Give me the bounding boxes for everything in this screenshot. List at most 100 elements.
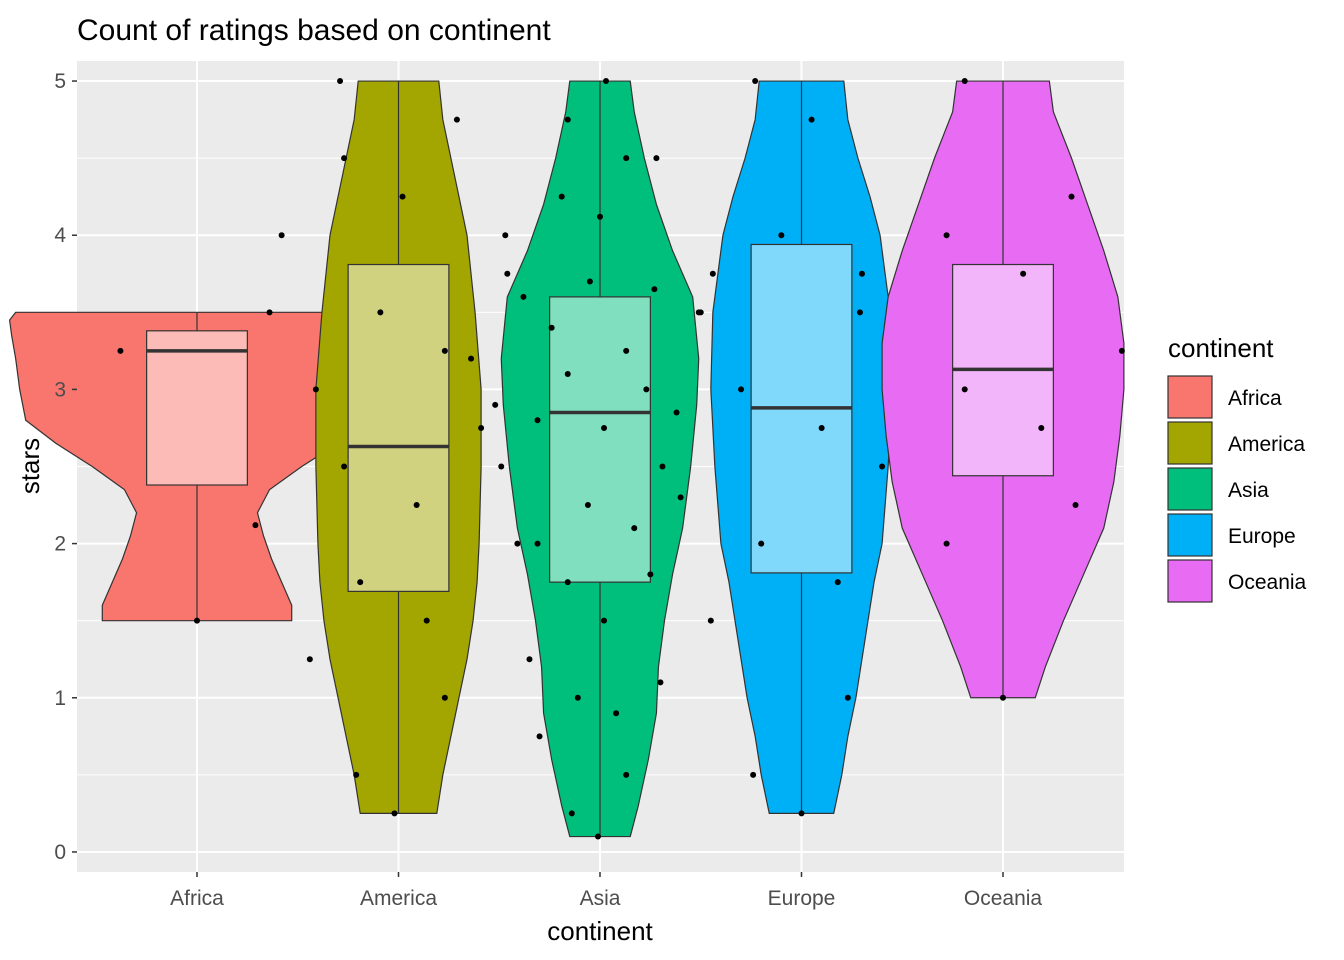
data-point: [677, 494, 684, 501]
data-point: [808, 116, 815, 123]
axes: 0 1 2 3 4 5 Africa America Asia Europe Oceania: [54, 70, 1042, 910]
y-tick-label: 2: [54, 533, 66, 556]
data-point: [834, 579, 841, 586]
legend-key: [1167, 421, 1213, 465]
data-point: [413, 502, 420, 509]
x-tick-label: Oceania: [964, 887, 1043, 910]
data-point: [441, 694, 448, 701]
data-point: [1020, 270, 1027, 277]
legend-key-border: [1167, 375, 1213, 419]
legend-key-border: [1167, 513, 1213, 557]
data-point: [337, 78, 344, 85]
series-asia: [468, 78, 732, 840]
y-axis-title: stars: [15, 438, 45, 494]
data-point: [423, 617, 430, 624]
legend-label: Asia: [1228, 479, 1269, 502]
data-point: [943, 540, 950, 547]
data-point: [377, 309, 384, 316]
data-point: [651, 286, 658, 293]
chart-title: Count of ratings based on continent: [77, 14, 551, 47]
legend-label: Oceania: [1228, 571, 1307, 594]
legend-title: continent: [1168, 333, 1274, 363]
data-point: [738, 386, 745, 393]
data-point: [778, 232, 785, 239]
data-point: [653, 155, 660, 162]
legend-key-border: [1167, 559, 1213, 603]
data-point: [568, 810, 575, 817]
data-point: [341, 155, 348, 162]
data-point: [534, 540, 541, 547]
data-point: [548, 324, 555, 331]
data-point: [536, 733, 543, 740]
x-tick-label: Africa: [170, 887, 224, 910]
data-point: [574, 694, 581, 701]
data-point: [647, 571, 654, 578]
y-tick-label: 5: [54, 70, 66, 93]
plot-marks: [8, 78, 1125, 840]
data-point: [534, 417, 541, 424]
box: [347, 263, 450, 592]
data-point: [603, 78, 610, 85]
legend-key: [1167, 467, 1213, 511]
data-point: [673, 409, 680, 416]
data-point: [564, 116, 571, 123]
legend: continent Africa America Asia Europe Oceania: [1167, 333, 1307, 603]
data-point: [758, 540, 765, 547]
legend-key: [1167, 559, 1213, 603]
data-point: [564, 370, 571, 377]
legend-key-border: [1167, 467, 1213, 511]
box: [549, 296, 651, 583]
data-point: [564, 579, 571, 586]
legend-label: Africa: [1228, 387, 1282, 410]
data-point: [194, 617, 200, 624]
data-point: [468, 355, 475, 362]
data-point: [252, 522, 259, 529]
data-point: [659, 463, 666, 470]
y-tick-label: 1: [54, 687, 66, 710]
data-point: [586, 278, 593, 285]
data-point: [312, 386, 319, 393]
data-point: [750, 771, 757, 778]
data-point: [594, 833, 601, 840]
data-point: [752, 78, 759, 85]
data-point: [623, 347, 630, 354]
data-point: [601, 617, 608, 624]
legend-key: [1167, 375, 1213, 419]
data-point: [353, 771, 360, 778]
data-point: [631, 525, 638, 532]
data-point: [558, 193, 565, 200]
data-point: [441, 347, 448, 354]
data-point: [844, 694, 851, 701]
data-point: [306, 656, 313, 663]
data-point: [502, 232, 509, 239]
data-point: [856, 309, 863, 316]
data-point: [453, 116, 460, 123]
x-tick-label: America: [360, 887, 437, 910]
data-point: [623, 155, 630, 162]
data-point: [623, 771, 630, 778]
data-point: [504, 270, 511, 277]
y-tick-label: 3: [54, 378, 66, 401]
data-point: [707, 617, 714, 624]
data-point: [1072, 502, 1079, 509]
data-point: [961, 386, 968, 393]
data-point: [858, 270, 865, 277]
legend-label: Europe: [1228, 525, 1296, 548]
data-point: [879, 463, 886, 470]
series-america: [252, 78, 521, 817]
data-point: [601, 424, 608, 431]
x-tick-label: Europe: [768, 887, 836, 910]
data-point: [643, 386, 650, 393]
data-point: [526, 656, 533, 663]
data-point: [1000, 694, 1006, 701]
x-tick-label: Asia: [580, 887, 621, 910]
data-point: [657, 679, 664, 686]
data-point: [818, 424, 825, 431]
series-africa: [8, 309, 386, 624]
data-point: [520, 293, 527, 300]
data-point: [798, 810, 805, 817]
legend-label: America: [1228, 433, 1305, 456]
series-oceania: [856, 78, 1125, 701]
data-point: [117, 347, 124, 354]
y-tick-label: 4: [54, 224, 66, 247]
